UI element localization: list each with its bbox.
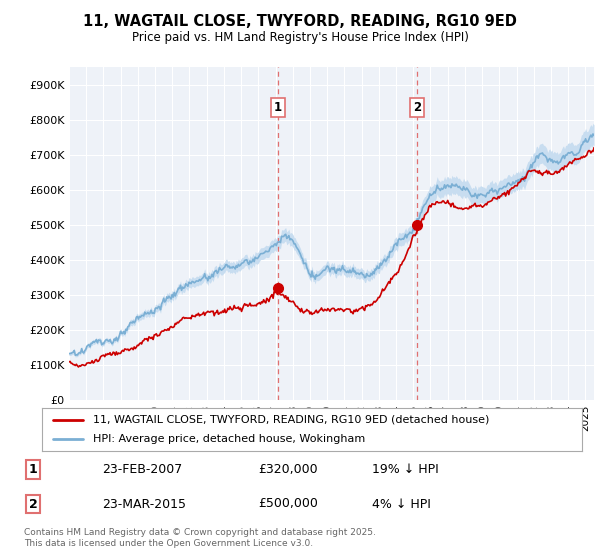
Text: 2: 2: [413, 101, 421, 114]
Text: £320,000: £320,000: [258, 463, 317, 476]
Text: HPI: Average price, detached house, Wokingham: HPI: Average price, detached house, Woki…: [94, 435, 365, 444]
Text: 2: 2: [29, 497, 37, 511]
Text: 11, WAGTAIL CLOSE, TWYFORD, READING, RG10 9ED: 11, WAGTAIL CLOSE, TWYFORD, READING, RG1…: [83, 14, 517, 29]
Text: 23-MAR-2015: 23-MAR-2015: [102, 497, 186, 511]
Text: 19% ↓ HPI: 19% ↓ HPI: [372, 463, 439, 476]
Text: Contains HM Land Registry data © Crown copyright and database right 2025.
This d: Contains HM Land Registry data © Crown c…: [24, 528, 376, 548]
Text: 1: 1: [29, 463, 37, 476]
Text: 23-FEB-2007: 23-FEB-2007: [102, 463, 182, 476]
Text: Price paid vs. HM Land Registry's House Price Index (HPI): Price paid vs. HM Land Registry's House …: [131, 31, 469, 44]
Text: £500,000: £500,000: [258, 497, 318, 511]
Text: 4% ↓ HPI: 4% ↓ HPI: [372, 497, 431, 511]
Text: 11, WAGTAIL CLOSE, TWYFORD, READING, RG10 9ED (detached house): 11, WAGTAIL CLOSE, TWYFORD, READING, RG1…: [94, 415, 490, 424]
Text: 1: 1: [274, 101, 281, 114]
